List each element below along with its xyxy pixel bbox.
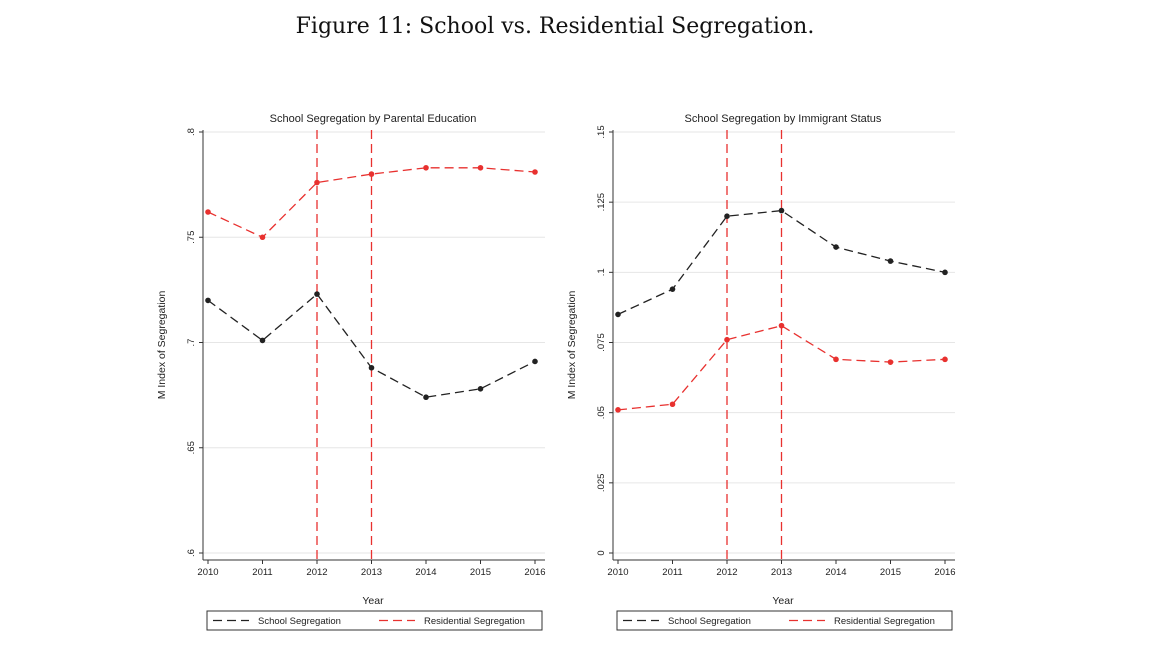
y-tick-label: .1 xyxy=(596,268,607,276)
y-tick-label: .6 xyxy=(186,549,197,557)
school-segregation-point xyxy=(423,394,429,401)
x-tick-label: 2016 xyxy=(934,567,955,578)
residential-segregation-point xyxy=(368,171,375,177)
chart-immigrant-status: School Segregation by Immigrant Status 0.… xyxy=(566,113,956,631)
figure-title: Figure 11: School vs. Residential Segreg… xyxy=(295,14,815,39)
x-axis-label: Year xyxy=(362,595,384,607)
y-axis-label: M Index of Segregation xyxy=(566,291,578,400)
residential-segregation-point xyxy=(942,356,948,363)
chart-parental-education: School Segregation by Parental Education… xyxy=(156,113,546,631)
school-segregation-point xyxy=(942,269,948,276)
x-tick-label: 2013 xyxy=(361,567,382,578)
residential-segregation-point xyxy=(887,359,894,365)
legend-box xyxy=(206,610,543,631)
legend-school-label: School Segregation xyxy=(258,616,341,627)
residential-segregation-point xyxy=(314,179,320,186)
x-tick-label: 2016 xyxy=(524,567,545,578)
residential-segregation-point xyxy=(259,234,266,241)
residential-segregation-point xyxy=(669,401,676,408)
residential-segregation-point xyxy=(724,336,730,343)
x-tick-label: 2010 xyxy=(197,567,218,578)
school-segregation-point xyxy=(368,364,375,371)
x-tick-label: 2014 xyxy=(825,567,846,578)
y-tick-label: .125 xyxy=(596,193,607,212)
chart-title: School Segregation by Immigrant Status xyxy=(685,113,882,125)
school-segregation-point xyxy=(205,297,211,304)
y-tick-label: .8 xyxy=(186,128,197,136)
y-tick-label: .075 xyxy=(596,333,607,352)
school-segregation-point xyxy=(532,358,538,365)
school-segregation-point xyxy=(887,258,894,264)
y-tick-label: .75 xyxy=(186,231,197,244)
residential-segregation-point xyxy=(615,407,621,413)
residential-segregation-point xyxy=(423,164,429,171)
y-tick-label: .7 xyxy=(186,339,197,347)
legend-school-label: School Segregation xyxy=(668,616,751,627)
y-tick-label: .15 xyxy=(596,125,607,138)
residential-segregation-point xyxy=(532,169,538,175)
school-segregation-point xyxy=(833,244,839,250)
school-segregation-point xyxy=(778,207,785,214)
y-tick-label: 0 xyxy=(596,550,607,555)
residential-segregation-point xyxy=(477,164,484,171)
x-tick-label: 2013 xyxy=(771,567,792,578)
legend-residential-label: Residential Segregation xyxy=(834,616,935,627)
legend-box xyxy=(616,610,953,631)
chart-title: School Segregation by Parental Education xyxy=(270,113,477,125)
school-segregation-point xyxy=(477,386,484,392)
y-tick-label: .025 xyxy=(596,474,607,493)
residential-segregation-point xyxy=(833,356,839,363)
x-tick-label: 2011 xyxy=(252,567,272,578)
residential-segregation-point xyxy=(205,209,211,215)
x-axis-label: Year xyxy=(772,595,794,607)
school-segregation-point xyxy=(615,311,621,318)
school-segregation-point xyxy=(669,286,676,292)
y-tick-label: .05 xyxy=(596,406,607,419)
y-tick-label: .65 xyxy=(186,441,197,454)
x-tick-label: 2015 xyxy=(880,567,901,578)
x-tick-label: 2012 xyxy=(306,567,327,578)
x-tick-label: 2015 xyxy=(470,567,491,578)
school-segregation-point xyxy=(314,291,320,297)
legend-residential-label: Residential Segregation xyxy=(424,616,525,627)
x-tick-label: 2011 xyxy=(662,567,682,578)
x-tick-label: 2014 xyxy=(415,567,436,578)
school-segregation-point xyxy=(724,213,730,219)
x-tick-label: 2010 xyxy=(607,567,628,578)
school-segregation-point xyxy=(259,337,266,344)
residential-segregation-point xyxy=(778,322,785,329)
x-tick-label: 2012 xyxy=(716,567,737,578)
y-axis-label: M Index of Segregation xyxy=(156,291,168,400)
